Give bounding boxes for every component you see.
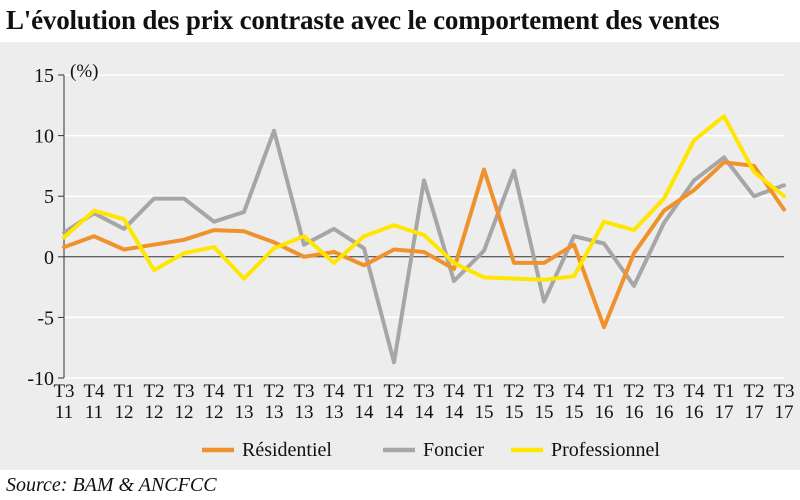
series-line-foncier — [62, 128, 786, 365]
x-tick-label: T4 — [563, 381, 585, 402]
source-note: Source: BAM & ANCFCC — [6, 474, 217, 496]
x-tick-label: T3 — [53, 381, 74, 402]
x-tick-label: 17 — [715, 402, 734, 423]
x-tick-label: T1 — [473, 381, 494, 402]
line-chart: 151050-5-10(%)T311T411T112T212T312T412T1… — [27, 61, 794, 461]
x-tick-label: 14 — [385, 402, 405, 423]
x-tick-label: T2 — [623, 381, 644, 402]
x-tick-label: 12 — [115, 402, 134, 423]
y-tick-label: -5 — [37, 307, 54, 329]
x-tick-label: 12 — [175, 402, 194, 423]
legend-label: Professionnel — [551, 439, 660, 461]
chart-panel: 15 10 5 0 -5 -10 (%) T3 11 T4 11 T1 12 T2 12 T3 12 T4 12 T1… — [0, 42, 800, 470]
y-axis-label: (%) — [70, 61, 98, 82]
x-tick-label: 13 — [295, 402, 314, 423]
x-tick-label: T3 — [173, 381, 194, 402]
y-tick-label: 5 — [44, 186, 54, 208]
x-tick-label: T1 — [353, 381, 374, 402]
x-tick-label: T4 — [443, 381, 465, 402]
x-tick-label: 14 — [415, 402, 435, 423]
x-tick-label: T3 — [293, 381, 314, 402]
x-tick-label: T3 — [653, 381, 674, 402]
x-tick-label: 15 — [565, 402, 584, 423]
x-tick-label: T2 — [383, 381, 404, 402]
x-tick-label: 12 — [205, 402, 224, 423]
legend-label: Foncier — [423, 439, 484, 461]
x-tick-label: T1 — [713, 381, 734, 402]
x-tick-label: T4 — [203, 381, 225, 402]
x-tick-label: T1 — [593, 381, 614, 402]
x-tick-label: 16 — [625, 402, 644, 423]
x-tick-label: T2 — [263, 381, 284, 402]
x-tick-label: T4 — [323, 381, 345, 402]
x-tick-label: 13 — [265, 402, 284, 423]
x-tick-label: T2 — [743, 381, 764, 402]
x-tick-label: T1 — [113, 381, 134, 402]
x-tick-label: 13 — [325, 402, 344, 423]
x-tick-label: T4 — [683, 381, 705, 402]
x-tick-label: T3 — [413, 381, 434, 402]
x-tick-label: 15 — [475, 402, 494, 423]
x-tick-label: 15 — [505, 402, 524, 423]
x-tick-label: 15 — [535, 402, 554, 423]
x-tick-label: 17 — [775, 402, 794, 423]
x-tick-label: 11 — [55, 402, 73, 423]
chart-title: L'évolution des prix contraste avec le c… — [6, 5, 720, 35]
series-line-residentiel — [62, 160, 786, 330]
series-line-professionnel — [62, 114, 786, 282]
x-tick-label: 16 — [595, 402, 614, 423]
x-tick-label: T1 — [233, 381, 254, 402]
x-tick-label: 11 — [85, 402, 103, 423]
x-tick-label: 17 — [745, 402, 764, 423]
y-tick-label: 10 — [34, 126, 54, 148]
y-tick-label: 0 — [44, 247, 54, 269]
legend-label: Résidentiel — [242, 439, 332, 461]
y-tick-label: -10 — [27, 368, 54, 390]
x-tick-label: T4 — [83, 381, 105, 402]
x-tick-label: T3 — [533, 381, 554, 402]
x-tick-label: 14 — [445, 402, 465, 423]
y-tick-label: 15 — [34, 65, 54, 87]
x-tick-label: 16 — [685, 402, 704, 423]
x-tick-label: 16 — [655, 402, 674, 423]
x-tick-label: T2 — [143, 381, 164, 402]
x-tick-label: 12 — [145, 402, 164, 423]
x-tick-label: 14 — [355, 402, 375, 423]
x-tick-label: 13 — [235, 402, 254, 423]
x-tick-label: T2 — [503, 381, 524, 402]
x-tick-label: T3 — [773, 381, 794, 402]
